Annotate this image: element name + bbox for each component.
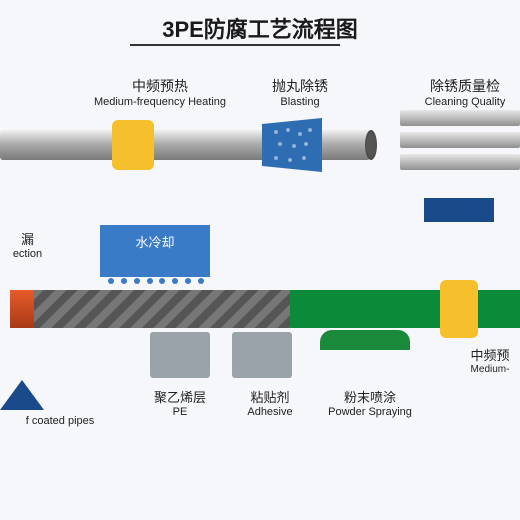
label-adhesive: 粘贴剂 Adhesive [230,390,310,420]
heater-coil [112,120,154,170]
coated-pipe-green [290,290,520,328]
inspection-pipe-3 [400,154,520,170]
adhesive-applicator [232,332,292,378]
powder-roller [320,330,410,350]
label-blasting: 抛丸除锈 Blasting [250,78,350,109]
title-text: 3PE防腐工艺流程图 [162,17,358,42]
label-powder-en: Powder Spraying [310,406,430,420]
label-cleaning: 除锈质量检 Cleaning Quality [395,78,520,109]
label-heating2-cn: 中频预 [455,348,520,364]
label-powder-cn: 粉末喷涂 [310,390,430,406]
diagram-title: 3PE防腐工艺流程图 [0,12,520,44]
inspection-pipes [400,110,520,176]
label-coated-pipes: f coated pipes [0,415,120,429]
label-blasting-en: Blasting [250,96,350,110]
output-arrow-icon [0,380,44,410]
label-water-cn: 水冷却 [135,235,174,250]
label-blasting-cn: 抛丸除锈 [250,78,350,96]
label-heating-en: Medium-frequency Heating [70,96,250,110]
blaster-unit [262,118,322,172]
label-coated-en: f coated pipes [0,415,120,429]
title-underline [130,44,340,46]
label-cleaning-en: Cleaning Quality [395,96,520,110]
pe-applicator [150,332,210,378]
blaster-icon [262,118,322,172]
pipe-end-cap [365,130,377,160]
label-inspection-en: ection [0,248,55,262]
inspection-pipe-2 [400,132,520,148]
diagram-container: 3PE防腐工艺流程图 中频预热 Medium-frequency Heating… [0,0,520,520]
label-water: 水冷却 [100,232,210,252]
label-inspection: 漏 ection [0,232,55,262]
label-pe-en: PE [140,406,220,420]
label-heating-cn: 中频预热 [70,78,250,96]
label-adhesive-en: Adhesive [230,406,310,420]
label-pe: 聚乙烯层 PE [140,390,220,420]
coated-pipe-end [10,290,34,328]
label-pe-cn: 聚乙烯层 [140,390,220,406]
inspection-base [424,198,494,222]
label-cleaning-cn: 除锈质量检 [395,78,520,96]
label-heating2-en: Medium- [455,364,520,377]
label-heating2: 中频预 Medium- [455,348,520,377]
label-powder: 粉末喷涂 Powder Spraying [310,390,430,420]
label-adhesive-cn: 粘贴剂 [230,390,310,406]
label-inspection-cn: 漏 [0,232,55,248]
coated-pipe-pe-layer [10,290,290,328]
inspection-pipe-1 [400,110,520,126]
heater-coil-2 [440,280,478,338]
label-heating: 中频预热 Medium-frequency Heating [70,78,250,109]
